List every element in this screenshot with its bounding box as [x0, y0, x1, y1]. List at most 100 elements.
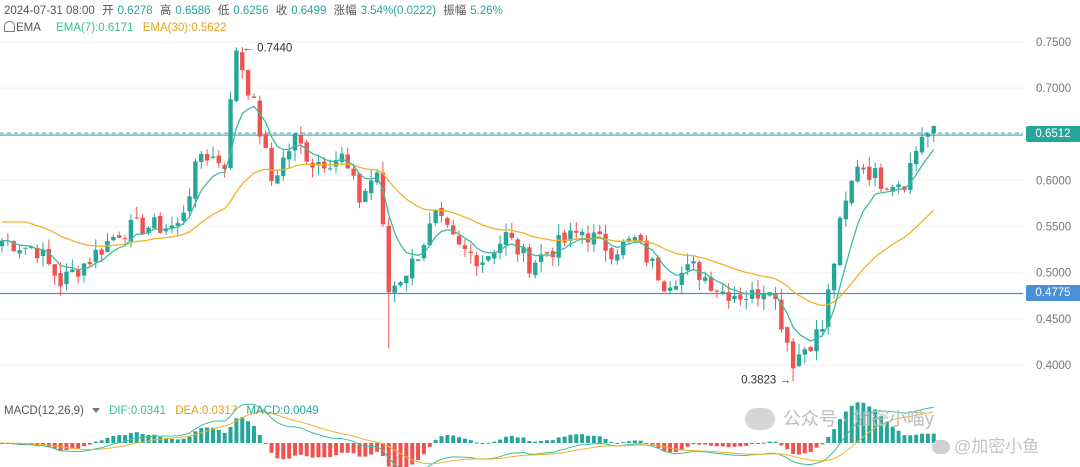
candle-body — [779, 299, 784, 330]
macd-bar — [281, 443, 286, 460]
macd-bar — [627, 441, 632, 443]
macd-bar — [416, 443, 421, 461]
macd-bar — [205, 427, 210, 443]
macd-bar — [703, 443, 708, 445]
macd-bar — [890, 426, 895, 443]
macd-bar — [222, 432, 227, 443]
bell-icon[interactable]: EMA — [4, 21, 47, 34]
macd-bar — [234, 418, 239, 443]
candle-body — [152, 217, 157, 229]
candle-body — [796, 354, 802, 366]
macd-legend[interactable]: MACD(12,26,9) DIF:0.0341 DEA:0.0317 MACD… — [4, 405, 325, 417]
candle-body — [837, 217, 843, 266]
macd-bar — [562, 436, 567, 443]
candle-body — [919, 136, 925, 153]
macd-bar — [621, 442, 626, 444]
macd-bar — [246, 421, 251, 443]
y-tick-label: 0.5500 — [1036, 222, 1071, 234]
candle-body — [29, 246, 34, 248]
chevron-down-icon[interactable] — [91, 408, 100, 413]
candle-body — [831, 263, 837, 291]
candle-body — [193, 161, 198, 199]
macd-bar — [550, 440, 555, 443]
dea-line — [2, 411, 934, 465]
macd-bar — [685, 443, 690, 447]
candle-body — [492, 253, 497, 259]
ohlc-header: 2024-07-31 08:00 开 0.6278 高 0.6586 低 0.6256… — [4, 2, 507, 18]
candle-body — [603, 233, 608, 251]
macd-bar — [287, 443, 292, 459]
watermark-text-2: @加密小鱼 — [954, 437, 1040, 456]
macd-bar — [293, 443, 297, 456]
candle-body — [410, 258, 415, 279]
macd-value: MACD:0.0049 — [246, 405, 319, 417]
macd-bar — [832, 429, 837, 443]
macd-bar — [744, 443, 749, 446]
candle-body — [368, 180, 374, 194]
macd-bar — [76, 443, 81, 449]
macd-bar — [451, 435, 456, 443]
candle-body — [843, 200, 849, 220]
candle-body — [808, 347, 813, 351]
macd-bar — [158, 436, 163, 443]
ema-legend[interactable]: EMA EMA(7):0.6171 EMA(30):0.5622 — [4, 21, 232, 34]
macd-bar — [709, 443, 714, 446]
candle-body — [826, 289, 831, 327]
candle-body — [931, 126, 936, 134]
macd-bar — [896, 430, 901, 443]
candle-body — [316, 162, 321, 166]
y-tick-label: 0.7500 — [1036, 37, 1071, 49]
macd-bar — [644, 443, 649, 444]
candle-body — [386, 225, 391, 293]
candle-body — [661, 281, 667, 292]
macd-bar — [123, 435, 128, 443]
candle-body — [298, 135, 304, 144]
candle-body — [292, 133, 298, 151]
macd-bar — [82, 443, 87, 447]
ema30-line — [2, 163, 935, 307]
macd-bar — [64, 443, 69, 451]
dea-value: DEA:0.0317 — [175, 405, 238, 417]
datetime: 2024-07-31 08:00 — [4, 5, 95, 17]
macd-bar — [369, 443, 374, 455]
candle-body — [556, 235, 561, 258]
candle-body — [52, 264, 57, 276]
macd-bar — [480, 443, 485, 444]
macd-bar — [650, 443, 655, 445]
candle-body — [23, 247, 28, 249]
candle-body — [896, 184, 901, 188]
candle-body — [913, 150, 919, 165]
candle-body — [480, 262, 485, 265]
macd-bar — [99, 440, 104, 443]
macd-bar — [146, 434, 151, 443]
macd-bar — [755, 443, 760, 444]
candle-body — [785, 327, 790, 343]
macd-bar — [304, 443, 309, 457]
candle-body — [609, 248, 614, 260]
macd-bar — [240, 417, 245, 443]
macd-bar — [216, 429, 221, 443]
candle-body — [286, 151, 292, 160]
macd-bar — [228, 426, 233, 443]
candle-body — [439, 207, 444, 216]
candle-body — [527, 247, 532, 274]
candle-body — [468, 251, 473, 254]
macd-bar — [539, 440, 544, 443]
macd-bar — [251, 425, 256, 443]
candle-body — [427, 223, 432, 246]
candle-body — [802, 349, 808, 355]
candle-body — [111, 236, 116, 241]
macd-bar — [164, 438, 169, 443]
candle-body — [749, 289, 755, 299]
macd-bar — [808, 443, 813, 452]
candle-body — [204, 154, 210, 161]
macd-bar — [175, 439, 180, 443]
macd-bar — [750, 443, 755, 445]
candle-body — [703, 277, 708, 281]
macd-bar — [714, 443, 719, 447]
macd-bar — [117, 435, 122, 443]
candle-body — [87, 261, 93, 265]
candle-body — [404, 275, 409, 284]
candle-body — [64, 271, 69, 285]
